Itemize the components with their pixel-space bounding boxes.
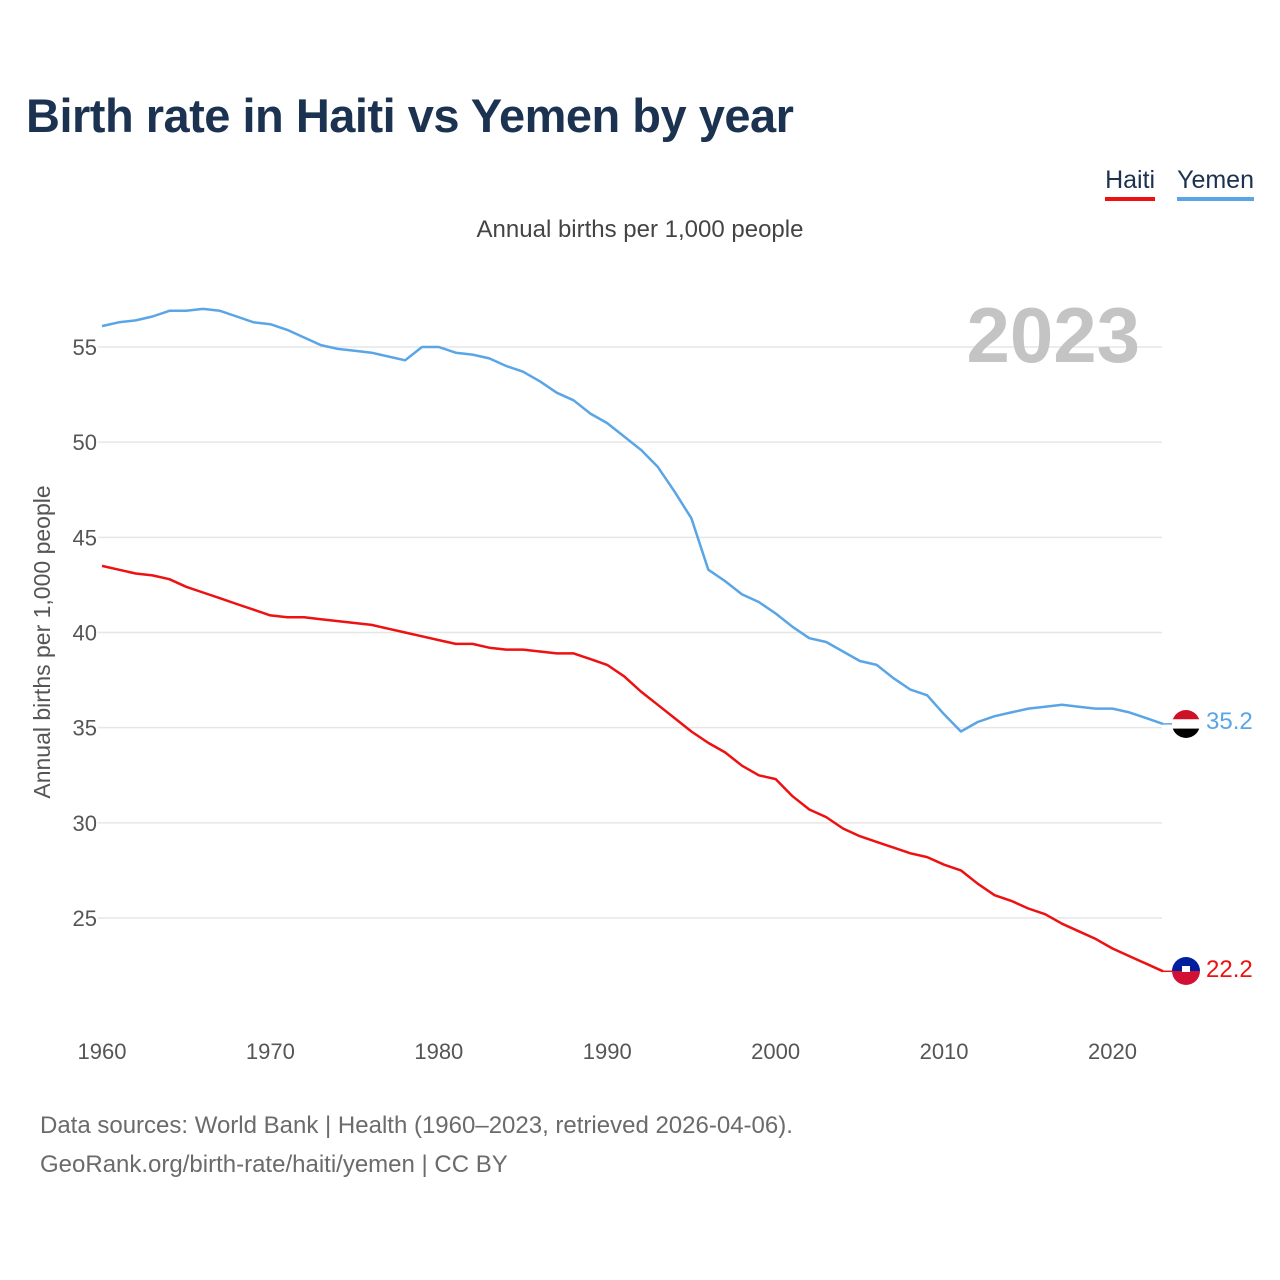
y-axis-label: Annual births per 1,000 people [29,485,55,798]
y-tick-label: 45 [73,525,97,550]
x-tick-label: 2020 [1088,1039,1137,1064]
haiti-flag-icon [1172,957,1200,985]
x-axis-ticks: 1960 1970 1980 1990 2000 2010 2020 [78,1039,1137,1064]
end-label-yemen: 35.2 [1206,708,1253,735]
series-lines [101,307,1172,973]
source-line-2[interactable]: GeoRank.org/birth-rate/haiti/yemen | CC … [40,1151,508,1178]
end-label-haiti: 22.2 [1206,956,1253,983]
series-line-haiti[interactable] [101,564,1164,973]
source-note: Data sources: World Bank | Health (1960–… [40,1106,793,1184]
y-tick-label: 25 [73,906,97,931]
legend-item-yemen[interactable]: Yemen [1177,166,1254,201]
x-tick-label: 1960 [78,1039,127,1064]
x-tick-label: 1970 [246,1039,295,1064]
y-tick-label: 55 [73,335,97,360]
yemen-flag-icon [1172,710,1200,738]
chart-subtitle: Annual births per 1,000 people [476,216,804,243]
legend-item-haiti[interactable]: Haiti [1105,166,1156,201]
grid-lines [98,346,1162,919]
legend: Haiti Yemen [1105,166,1254,201]
x-tick-label: 2010 [920,1039,969,1064]
y-axis-ticks: 25 30 35 40 45 50 55 [73,335,97,931]
year-label: 2023 [966,291,1140,379]
x-tick-label: 1990 [583,1039,632,1064]
x-tick-label: 1980 [414,1039,463,1064]
series-line-yemen[interactable] [101,307,1164,733]
y-tick-label: 35 [73,716,97,741]
y-tick-label: 50 [73,430,97,455]
x-tick-label: 2000 [751,1039,800,1064]
y-tick-label: 30 [73,811,97,836]
page-title: Birth rate in Haiti vs Yemen by year [26,89,794,142]
y-tick-label: 40 [73,621,97,646]
line-chart: 25 30 35 40 45 50 55 1960 1970 1980 1990 2000 2010 2… [29,291,1253,1064]
source-line-1: Data sources: World Bank | Health (1960–… [40,1112,793,1139]
